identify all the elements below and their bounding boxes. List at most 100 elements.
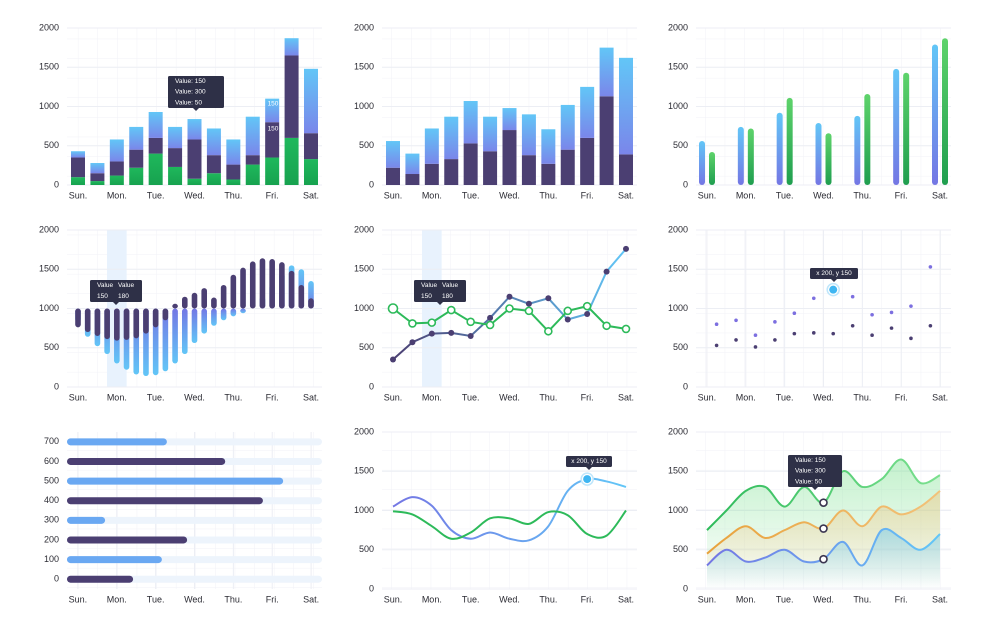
tooltip-text: Value: 150 (795, 457, 826, 464)
x-tick-label: Mon. (107, 392, 127, 402)
point (485, 320, 495, 330)
bar-track (67, 516, 322, 524)
bar-segment (502, 130, 517, 185)
y-tick-label: 0 (683, 381, 688, 391)
tooltip-text: Value: 150 (175, 78, 206, 85)
y-tick-label: 2000 (354, 426, 374, 436)
bar-segment (502, 108, 517, 131)
bar (288, 270, 295, 309)
tooltip-text: Value (118, 282, 135, 289)
bar-segment (206, 155, 221, 174)
bar-segment (304, 68, 318, 134)
point (427, 318, 437, 327)
bar-segment (265, 157, 280, 185)
bar (737, 126, 744, 185)
bar-segment (483, 116, 498, 152)
bar-segment (599, 96, 614, 185)
tooltip-text: Value: 50 (795, 478, 822, 485)
x-tick-label: Thu. (539, 190, 557, 200)
x-tick-label: Wed. (184, 594, 205, 604)
y-tick-label: 1500 (668, 466, 688, 476)
bar-segment (284, 137, 299, 185)
bar-segment (521, 114, 536, 156)
y-tick-label: 1000 (668, 505, 688, 515)
point (870, 312, 874, 317)
tooltip-text: Value (421, 282, 438, 289)
y-tick-label: 0 (369, 179, 374, 189)
y-tick-label: 1000 (668, 101, 688, 111)
y-tick-label: 500 (673, 342, 688, 352)
y-tick-label: 400 (44, 495, 59, 505)
tooltip-text: Value: 50 (175, 99, 202, 106)
bar (709, 152, 715, 185)
x-tick-label: Wed. (813, 392, 834, 402)
bar (75, 308, 81, 328)
bar-segment (560, 149, 575, 185)
annotation: 150 (268, 126, 279, 133)
bar-segment (580, 137, 595, 185)
x-tick-label: Sun. (698, 594, 717, 604)
bar (172, 308, 178, 364)
bar-segment (187, 139, 202, 179)
bar-segment (109, 139, 124, 162)
x-tick-label: Sat. (618, 594, 634, 604)
x-tick-label: Tue. (462, 594, 480, 604)
tooltip-text: 180 (118, 293, 129, 300)
tooltip (90, 280, 142, 302)
bar (259, 258, 266, 309)
x-tick-label: Tue. (462, 190, 480, 200)
bar-segment (71, 177, 85, 185)
y-tick-label: 500 (359, 544, 374, 554)
tooltip (168, 76, 224, 108)
point (467, 332, 474, 339)
bar-segment (148, 153, 163, 185)
y-tick-label: 1000 (354, 303, 374, 313)
x-tick-label: Thu. (853, 190, 871, 200)
bar-segment (90, 181, 105, 185)
bar-segment (187, 119, 202, 140)
point (811, 296, 816, 301)
point (390, 356, 396, 363)
bar-segment (129, 149, 144, 168)
x-tick-label: Sun. (384, 190, 403, 200)
bar-segment (168, 126, 183, 149)
x-tick-label: Thu. (853, 392, 871, 402)
tooltip (414, 280, 466, 302)
y-tick-label: 700 (44, 436, 59, 446)
bar-segment (206, 128, 221, 156)
bar (143, 308, 149, 334)
bar-segment (521, 155, 536, 185)
x-tick-label: Wed. (184, 190, 205, 200)
bar (825, 133, 832, 185)
point (409, 339, 416, 346)
x-tick-label: Mon. (736, 190, 756, 200)
x-tick-label: Fri. (581, 190, 594, 200)
bar (67, 556, 162, 564)
bar (67, 516, 106, 524)
point (545, 295, 552, 302)
y-tick-label: 0 (369, 583, 374, 593)
point (819, 498, 828, 507)
x-tick-label: Tue. (776, 594, 794, 604)
bar (67, 457, 226, 465)
point (544, 326, 553, 336)
x-tick-label: Mon. (107, 594, 127, 604)
bar (201, 288, 208, 309)
point (831, 331, 836, 336)
bar (815, 122, 822, 185)
line (392, 509, 627, 540)
y-tick-label: 1500 (354, 466, 374, 476)
point (928, 265, 933, 269)
y-tick-label: 500 (673, 140, 688, 150)
x-tick-label: Wed. (813, 594, 834, 604)
y-tick-label: 1000 (354, 101, 374, 111)
x-tick-label: Sun. (384, 594, 403, 604)
y-tick-label: 2000 (39, 224, 59, 234)
bar (67, 497, 263, 505)
bar (67, 575, 134, 583)
point (734, 318, 738, 323)
bar (747, 128, 754, 185)
bar (220, 284, 227, 309)
bar (942, 38, 948, 185)
y-tick-label: 2000 (354, 22, 374, 32)
